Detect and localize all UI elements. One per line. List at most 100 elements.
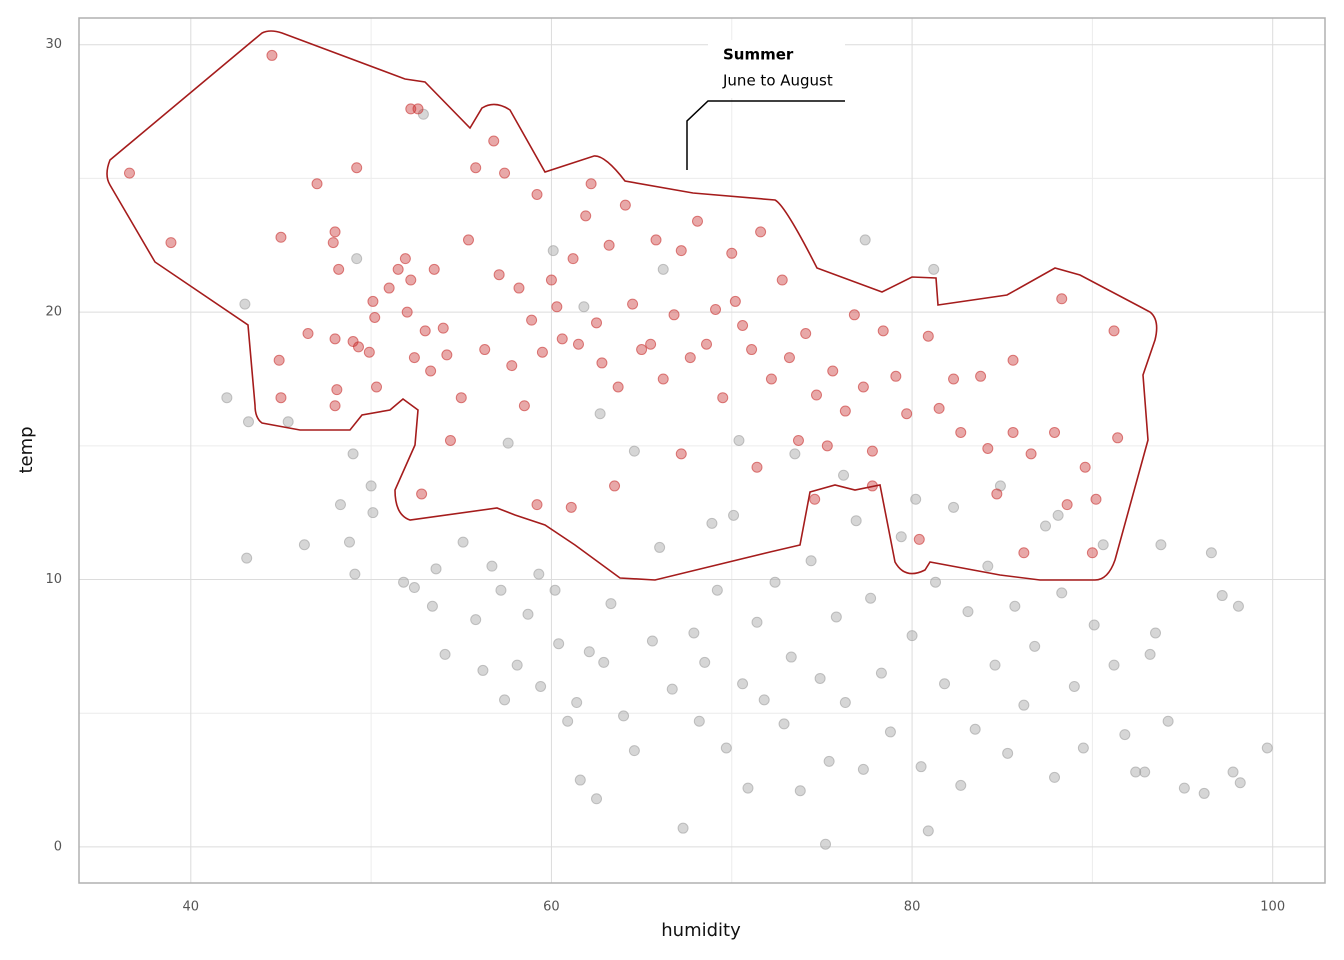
scatter-point [416,488,428,500]
scatter-point [1178,782,1190,794]
scatter-point [428,263,440,275]
scatter-point [531,499,543,511]
scatter-point [572,338,584,350]
scatter-point [1108,659,1120,671]
scatter-point [596,357,608,369]
scatter-point [383,282,395,294]
scatter-point [1155,539,1167,551]
scatter-point [618,710,630,722]
scatter-point [580,210,592,222]
scatter-point [1056,293,1068,305]
scatter-point [619,199,631,211]
scatter-point [239,298,251,310]
scatter-point [408,582,420,594]
scatter-point [1097,539,1109,551]
y-tick-label: 10 [45,572,62,587]
scatter-point [499,167,511,179]
scatter-point [636,344,648,356]
scatter-point [726,247,738,259]
scatter-point [1018,547,1030,559]
scatter-point [488,135,500,147]
scatter-point [499,694,511,706]
scatter-point [1130,766,1142,778]
scatter-point [1079,461,1091,473]
scatter-point [839,697,851,709]
scatter-point [848,309,860,321]
scatter-point [536,346,548,358]
scatter-point [1068,680,1080,692]
scatter-point [877,325,889,337]
scatter-point [783,352,795,364]
scatter-point [1119,729,1131,741]
scatter-point [1162,715,1174,727]
scatter-point [755,226,767,238]
scatter-point [875,667,887,679]
scatter-point [367,295,379,307]
scatter-point [437,322,449,334]
x-axis-title: humidity [661,920,741,941]
scatter-point [751,616,763,628]
y-axis-title: temp [16,426,37,473]
scatter-point [506,360,518,372]
scatter-point [975,370,987,382]
scatter-point [884,726,896,738]
scatter-point [859,234,871,246]
scatter-point [710,303,722,315]
scatter-point [778,718,790,730]
scatter-point [298,539,310,551]
scatter-point [1009,600,1021,612]
scatter-point [820,838,832,850]
scatter-point [221,392,233,404]
scatter-point [657,263,669,275]
scatter-point [302,328,314,340]
scatter-point [915,761,927,773]
scatter-point [800,328,812,340]
scatter-point [605,598,617,610]
scatter-point [1112,432,1124,444]
scatter-point [522,608,534,620]
scatter-point [827,365,839,377]
scatter-point [426,600,438,612]
scatter-point [329,333,341,345]
scatter-point [742,782,754,794]
scatter-point [821,440,833,452]
annotation-connector [686,100,845,170]
scatter-point [675,448,687,460]
scatter-point [165,237,177,249]
scatter-point [511,659,523,671]
scatter-point [351,162,363,174]
scatter-point [955,779,967,791]
annotation-title: Summer [723,46,794,64]
scatter-point [668,309,680,321]
scatter-point [502,437,514,449]
scatter-point [699,656,711,668]
scatter-point [1056,587,1068,599]
scatter-point [895,531,907,543]
y-tick-label: 0 [54,839,62,854]
scatter-point [333,263,345,275]
scatter-point [578,301,590,313]
scatter-point [693,715,705,727]
scatter-point [901,408,913,420]
scatter-point [477,664,489,676]
scatter-point [351,253,363,265]
scatter-point [666,683,678,695]
scatter-point [526,314,538,326]
scatter-point [1261,742,1273,754]
scatter-point [765,373,777,385]
scatter-point [1049,426,1061,438]
scatter-point [711,584,723,596]
scatter-point [706,517,718,529]
scatter-point [751,461,763,473]
scatter-point [347,448,359,460]
scatter-point [789,448,801,460]
scatter-point [628,745,640,757]
scatter-point [776,274,788,286]
scatter-point [785,651,797,663]
scatter-point [371,381,383,393]
scatter-point [363,346,375,358]
scatter-point [758,694,770,706]
scatter-point [545,274,557,286]
scatter-point [811,389,823,401]
